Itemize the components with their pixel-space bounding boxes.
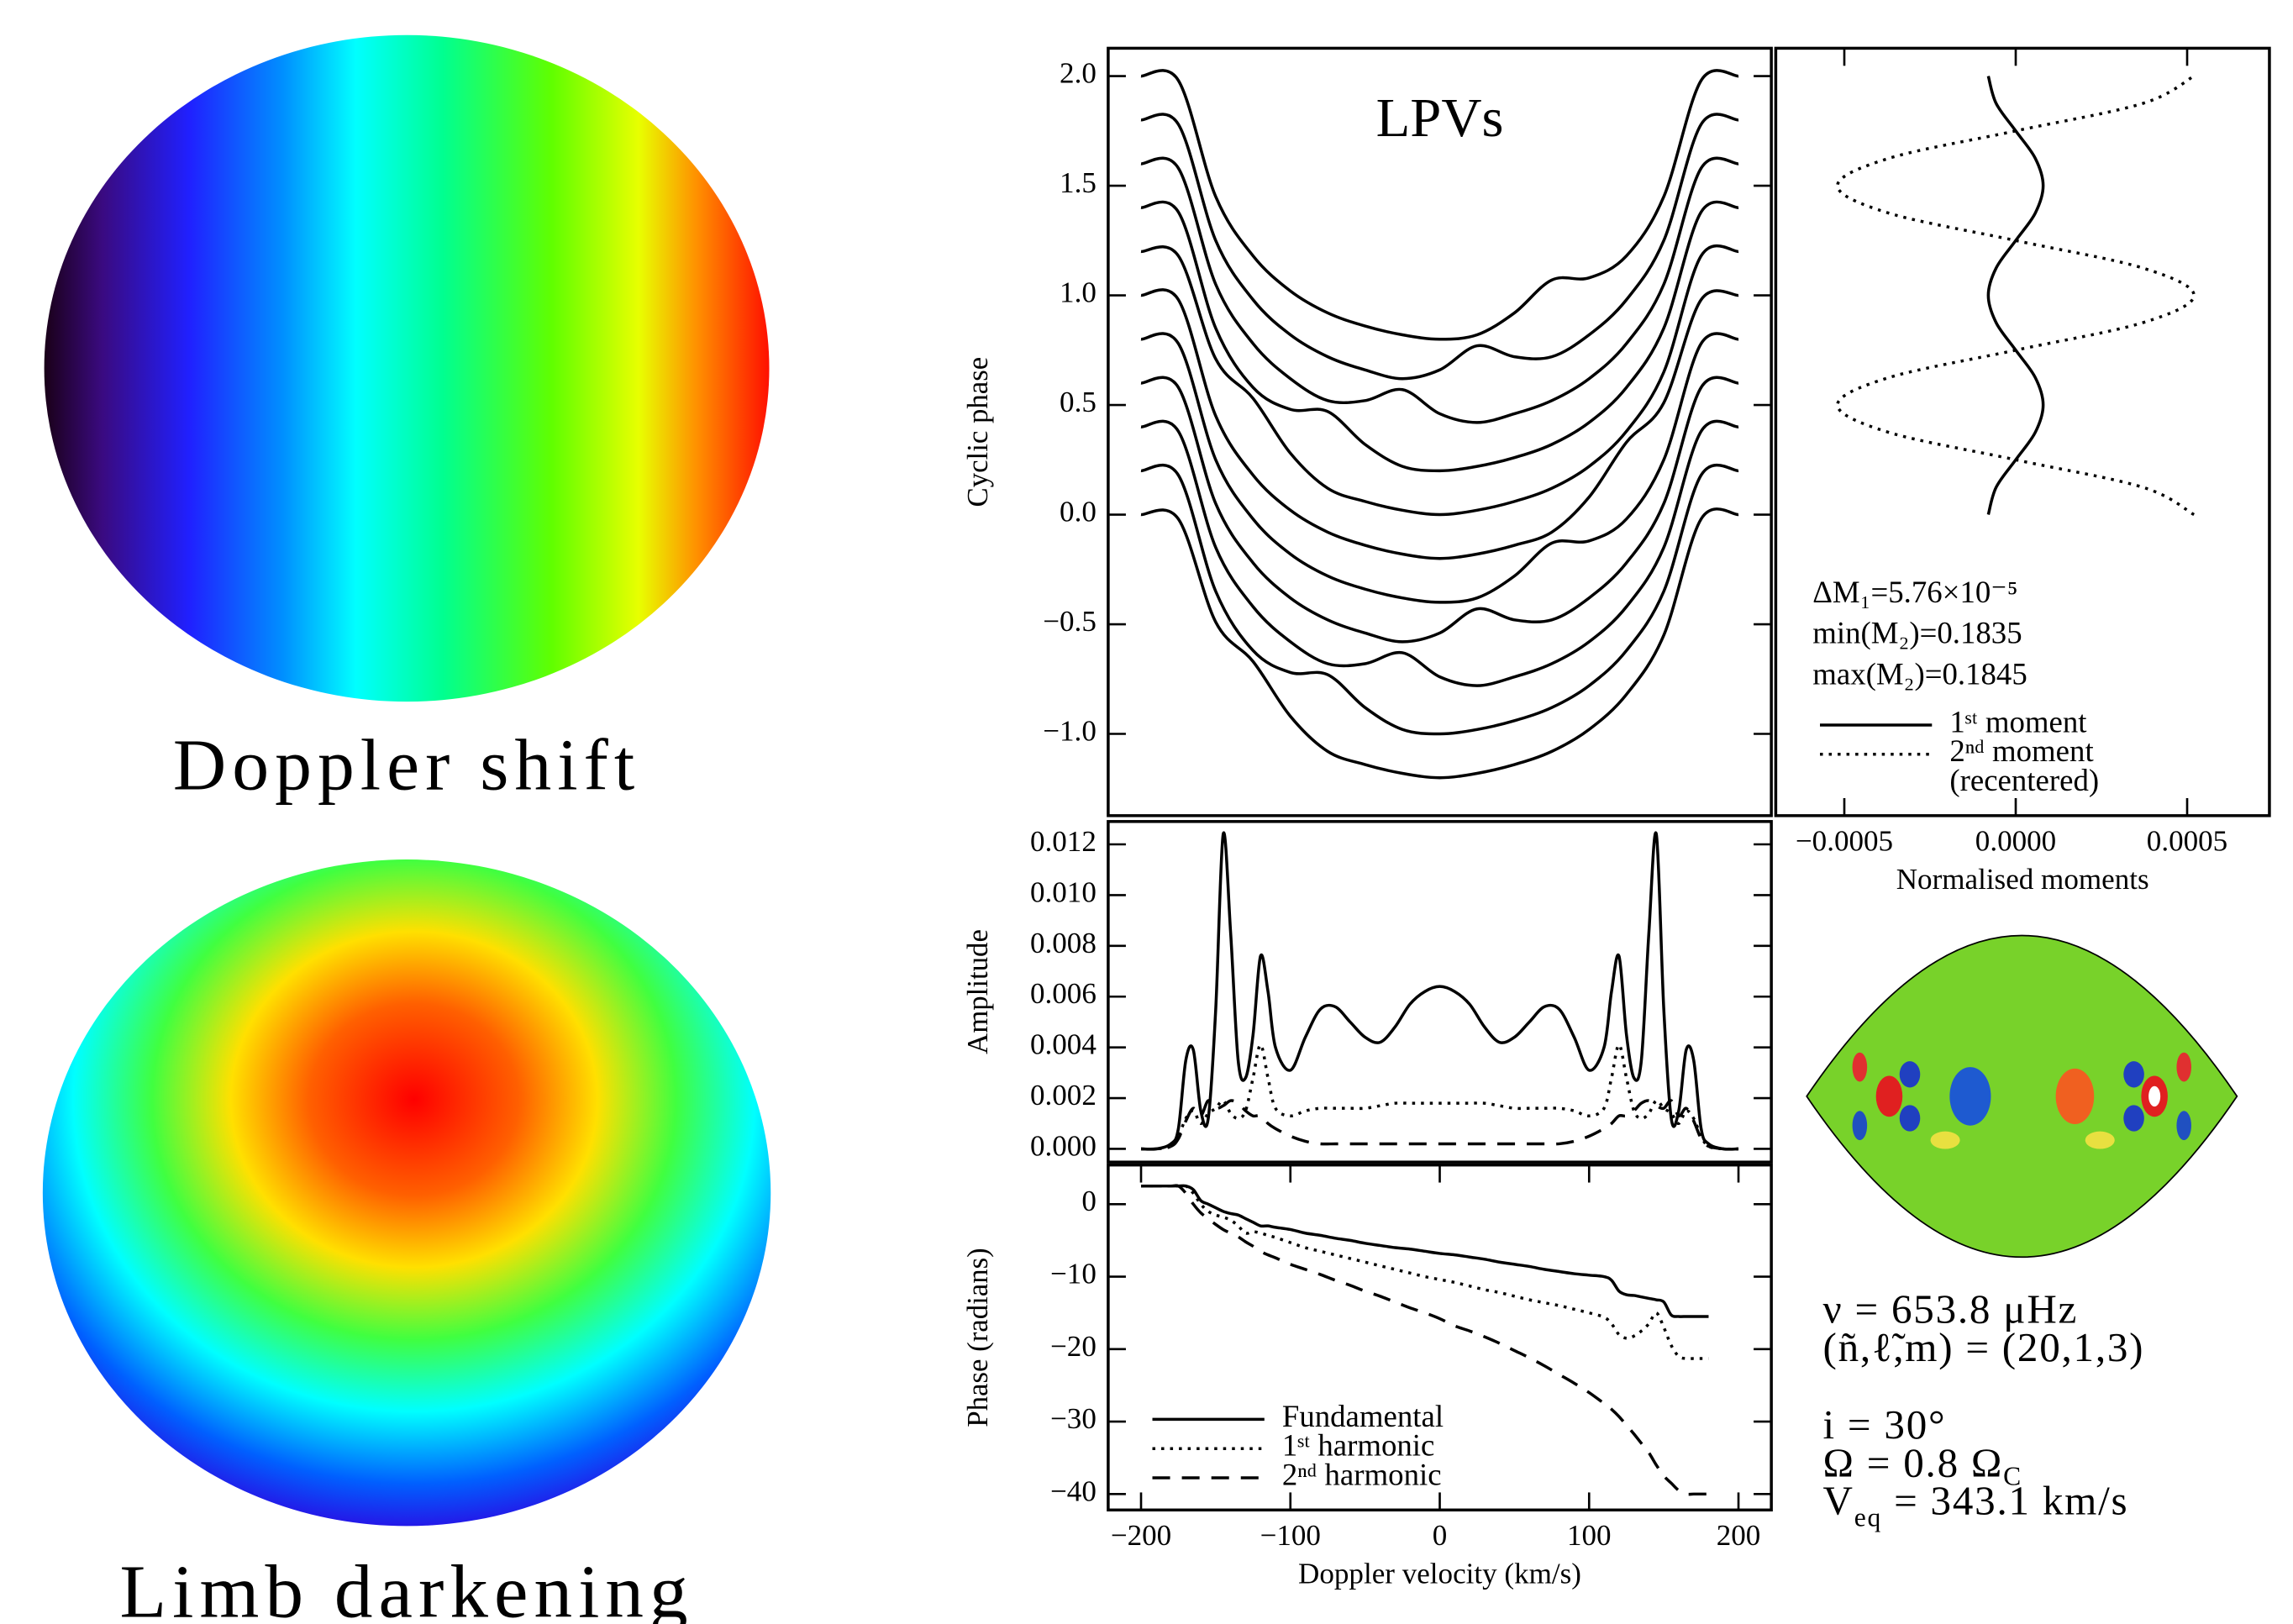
series-line [1141, 1101, 1738, 1149]
limb-label: Limb darkening [119, 1549, 693, 1624]
plot-frame [1108, 822, 1771, 1162]
series-line [1141, 290, 1738, 559]
chart-panel: −0.0005 0.0000 0.0005 Normalised moments ΔM₁… [1775, 48, 2269, 895]
annotation: ΔM₁=5.76×10⁻⁵ [1812, 575, 2017, 609]
y-tick-label: 0.000 [1030, 1130, 1097, 1163]
series-line [1141, 509, 1738, 778]
figure: Doppler shift Limb darkening ν = 653.8 μ… [0, 0, 2293, 1624]
doppler-label: Doppler shift [173, 724, 640, 806]
y-tick-label: 0 [1081, 1185, 1097, 1217]
series-line [1141, 202, 1738, 470]
y-tick-label: −0.5 [1043, 605, 1097, 638]
y-tick-label: 1.0 [1060, 276, 1097, 309]
x-tick-label: 0.0000 [1975, 825, 2056, 858]
x-tick-label: −200 [1111, 1519, 1171, 1552]
x-tick-label: 0 [1433, 1519, 1448, 1552]
velocity-symbol: V [1823, 1478, 1854, 1524]
y-tick-label: 0.012 [1030, 825, 1097, 858]
series-line [1141, 1045, 1738, 1149]
chart-panel: 0 −10 −20 −30 −40 −200 −100 0 100 200 Phase (radia… [961, 1165, 1771, 1590]
mode-pattern [1807, 936, 2237, 1258]
velocity-sub: eq [1854, 1503, 1882, 1532]
chart-title: LPVs [1376, 87, 1504, 149]
y-tick-label: 0.004 [1030, 1028, 1097, 1061]
x-tick-label: 100 [1567, 1519, 1612, 1552]
series-line [1141, 465, 1738, 734]
series-line [1988, 76, 2043, 515]
y-tick-label: −10 [1050, 1258, 1097, 1290]
x-tick-label: −0.0005 [1796, 825, 1893, 858]
quantum-numbers: (ñ,ℓ̃,m) = (20,1,3) [1823, 1324, 2145, 1370]
x-tick-label: 200 [1717, 1519, 1761, 1552]
annotation: min(M₂)=0.1835 [1812, 616, 2022, 650]
series-line [1141, 334, 1738, 602]
chart-panel: 2.0 1.5 1.0 0.5 0.0 −0.5 −1.0 Cyclic phase LPVs [961, 48, 1771, 815]
x-tick-label: −100 [1260, 1519, 1321, 1552]
legend-label: 2ⁿᵈ harmonic [1282, 1458, 1442, 1492]
annotation: max(M₂)=0.1845 [1812, 656, 2027, 691]
x-tick-label: 0.0005 [2147, 825, 2227, 858]
y-tick-label: −30 [1050, 1402, 1097, 1435]
y-tick-label: 0.006 [1030, 977, 1097, 1010]
chart-panel: 0.012 0.010 0.008 0.006 0.004 0.002 0.000 Ampli… [961, 822, 1771, 1163]
series-line [1141, 158, 1738, 423]
y-axis-label: Phase (radians) [961, 1248, 994, 1427]
velocity: Veq = 343.1 km/s [1823, 1478, 2129, 1532]
mode-info: ν = 653.8 μHz (ñ,ℓ̃,m) = (20,1,3) i = 30… [1823, 1286, 2145, 1532]
series-line [1141, 421, 1738, 686]
series-line [1141, 246, 1738, 515]
y-tick-label: 0.008 [1030, 927, 1097, 959]
y-axis-label: Cyclic phase [961, 357, 994, 507]
y-tick-label: 0.010 [1030, 876, 1097, 909]
series-line [1838, 76, 2194, 515]
y-tick-label: 0.5 [1060, 386, 1097, 418]
velocity-text: = 343.1 km/s [1882, 1478, 2128, 1524]
y-tick-label: 2.0 [1060, 57, 1097, 90]
page: Doppler shift Limb darkening ν = 653.8 μ… [0, 0, 2293, 1624]
plot-frame [1775, 48, 2269, 815]
y-tick-label: 0.0 [1060, 496, 1097, 528]
y-tick-label: 0.002 [1030, 1079, 1097, 1112]
y-tick-label: −40 [1050, 1474, 1097, 1507]
series-line [1141, 1185, 1708, 1317]
limb-disk [43, 859, 770, 1526]
y-tick-label: −20 [1050, 1330, 1097, 1363]
y-tick-label: −1.0 [1043, 715, 1097, 748]
y-tick-label: 1.5 [1060, 166, 1097, 199]
y-axis-label: Amplitude [961, 929, 994, 1054]
x-axis-label: Doppler velocity (km/s) [1298, 1557, 1581, 1590]
legend-note: (recentered) [1949, 763, 2099, 797]
doppler-disk [45, 35, 770, 702]
x-axis-label: Normalised moments [1896, 863, 2149, 896]
